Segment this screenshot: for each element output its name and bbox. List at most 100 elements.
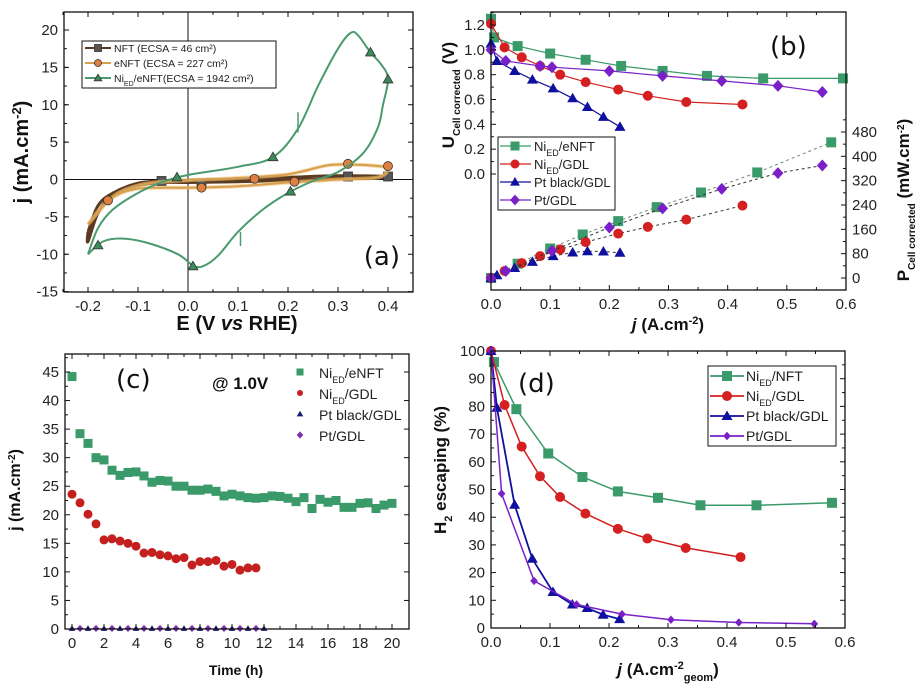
x-tick-label: 12: [256, 635, 273, 652]
data-point: [827, 497, 838, 508]
y-tick-label: 25: [42, 478, 59, 495]
power-point: [516, 258, 527, 269]
legend-swatch-marker: [722, 371, 732, 381]
data-point: [516, 441, 527, 452]
data-point: [99, 535, 109, 545]
y-tick-label: 15: [41, 59, 58, 76]
legend-label: Pt black/GDL: [746, 408, 829, 424]
data-point: [115, 470, 125, 480]
legend-swatch-marker: [94, 44, 102, 52]
y-tick-label: 15: [42, 535, 59, 552]
voltage-point: [547, 82, 559, 93]
data-point: [695, 500, 706, 511]
voltage-point: [616, 60, 627, 71]
y-tick-label: 20: [42, 507, 59, 524]
data-point: [139, 548, 149, 558]
voltage-point: [838, 73, 849, 84]
y-tick-label: 60: [468, 454, 485, 471]
panel-label: (d): [518, 369, 555, 399]
voltage-point: [509, 65, 521, 75]
y-right-tick-label: 0: [852, 270, 860, 287]
data-point: [91, 453, 101, 463]
data-point: [612, 523, 623, 534]
data-point: [291, 497, 301, 507]
data-point: [364, 46, 377, 57]
legend-label: Pt/GDL: [534, 193, 577, 208]
x-tick-label: 0.2: [599, 634, 620, 651]
voltage-point: [534, 59, 546, 72]
voltage-point: [516, 52, 527, 63]
x-tick-label: 0.0: [481, 296, 502, 313]
data-point: [67, 489, 77, 499]
legend-label: Pt black/GDL: [534, 175, 611, 190]
plot-frame: [64, 353, 410, 630]
data-point: [139, 471, 149, 481]
data-point: [115, 536, 125, 546]
x-axis-title: E (V vs RHE): [176, 313, 297, 335]
data-point: [497, 489, 506, 498]
y-tick-label: 45: [42, 364, 59, 381]
legend-swatch-marker: [721, 410, 733, 420]
legend-swatch-marker: [296, 410, 304, 417]
legend-label: NiED/eNFT: [534, 139, 595, 158]
power-point: [642, 221, 653, 232]
data-point: [491, 402, 503, 412]
x-tick-label: 2: [100, 635, 108, 652]
x-tick-label: 0.4: [378, 298, 399, 315]
x-tick-label: 0.2: [599, 296, 620, 313]
power-point: [597, 246, 609, 256]
data-point: [810, 619, 819, 629]
y-tick-label: 10: [42, 564, 59, 581]
data-point: [211, 555, 221, 565]
y-right-tick-label: 240: [852, 197, 877, 214]
x-tick-label: 16: [320, 635, 337, 652]
legend-swatch-marker: [510, 159, 520, 169]
data-point: [107, 465, 117, 475]
legend-swatch-marker: [510, 194, 520, 206]
power-point: [613, 228, 624, 239]
x-tick-label: 0.1: [540, 296, 561, 313]
data-point: [284, 185, 297, 196]
voltage-point: [580, 77, 591, 88]
series-0: [85, 171, 393, 244]
y-tick-label: 80: [468, 398, 485, 415]
y-tick-label: 40: [42, 393, 59, 410]
y-left-tick-label: 0.6: [464, 92, 485, 109]
data-point: [99, 455, 109, 465]
data-point: [526, 553, 538, 563]
panel-label: (a): [364, 242, 400, 272]
data-point: [251, 493, 261, 503]
data-point: [323, 497, 333, 507]
data-point: [259, 493, 269, 503]
y-tick-label: 10: [468, 592, 485, 609]
power-point: [546, 244, 558, 257]
data-point: [235, 565, 245, 575]
y-tick-label: 50: [468, 482, 485, 499]
x-tick-label: 0.5: [776, 634, 797, 651]
data-point: [147, 547, 157, 557]
data-point: [163, 551, 173, 561]
power-point: [567, 246, 579, 257]
data-point: [155, 550, 165, 560]
data-point: [379, 500, 389, 510]
data-point: [577, 472, 588, 483]
power-point: [696, 187, 707, 198]
data-point: [751, 500, 762, 511]
data-point: [618, 609, 626, 619]
y-left-tick-label: 0.2: [464, 141, 485, 158]
data-point: [347, 502, 357, 512]
data-point: [243, 493, 253, 503]
voltage-point: [545, 48, 556, 59]
data-point: [735, 552, 746, 563]
x-tick-label: 6: [164, 635, 172, 652]
annotation: @ 1.0V: [212, 374, 269, 393]
power-point: [614, 247, 626, 257]
legend-label: eNFT (ECSA = 227 cm²): [114, 58, 228, 70]
data-point: [91, 519, 101, 529]
data-point: [187, 485, 197, 495]
data-point: [734, 618, 743, 627]
data-point: [612, 486, 623, 497]
x-tick-label: 20: [384, 635, 401, 652]
voltage-point: [613, 84, 624, 95]
x-tick-label: 0.4: [717, 296, 738, 313]
